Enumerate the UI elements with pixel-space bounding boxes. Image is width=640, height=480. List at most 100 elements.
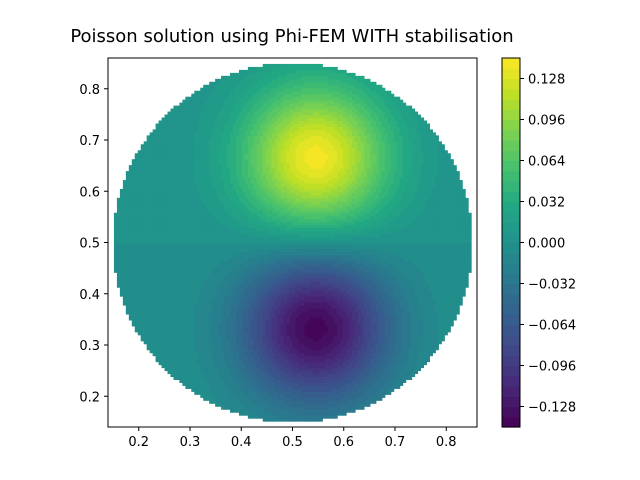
field-cell [277, 304, 282, 309]
field-cell [238, 334, 243, 339]
field-cell [140, 337, 145, 342]
field-cell [116, 284, 121, 288]
field-cell [441, 307, 445, 312]
field-cell [232, 319, 237, 324]
field-cell [128, 302, 133, 306]
field-cell [378, 340, 383, 345]
field-cell [197, 349, 201, 354]
field-cell [235, 349, 240, 354]
field-cell [218, 385, 222, 389]
field-cell [405, 319, 410, 324]
field-cell [456, 290, 460, 294]
field-cell [230, 310, 234, 315]
field-cell [340, 281, 344, 285]
field-cell [390, 263, 395, 267]
field-cell [349, 275, 353, 279]
field-cell [465, 272, 469, 276]
field-cell [340, 367, 344, 372]
field-cell [372, 296, 377, 300]
field-cell [349, 313, 353, 318]
field-cell [426, 269, 430, 273]
field-cell [328, 281, 332, 285]
field-cell [375, 358, 380, 363]
field-cell [209, 322, 213, 327]
field-cell [426, 349, 430, 354]
field-cell [450, 284, 454, 288]
field-cell [366, 334, 371, 339]
field-cell [143, 322, 148, 327]
field-cell [313, 415, 317, 419]
field-cell [399, 310, 404, 315]
field-cell [137, 325, 142, 330]
field-cell [387, 340, 392, 345]
field-cell [158, 287, 163, 291]
field-cell [346, 346, 350, 351]
field-cell [429, 299, 433, 303]
field-cell [230, 284, 234, 288]
field-cell [283, 352, 288, 357]
field-cell [369, 269, 374, 273]
field-cell [232, 304, 237, 309]
field-cell [399, 319, 404, 324]
field-cell [304, 391, 308, 395]
field-cell [304, 400, 308, 404]
field-cell [340, 275, 344, 279]
field-cell [206, 361, 210, 366]
field-cell [289, 361, 294, 366]
field-cell [343, 412, 347, 416]
field-cell [420, 293, 425, 297]
field-cell [399, 290, 404, 294]
field-cell [316, 367, 320, 372]
field-cell [313, 260, 317, 264]
field-cell [271, 397, 276, 401]
field-cell [310, 322, 314, 327]
field-cell [372, 278, 377, 282]
field-cell [393, 296, 398, 300]
field-cell [209, 397, 213, 401]
field-cell [235, 361, 240, 366]
field-cell [230, 290, 234, 294]
field-cell [274, 322, 279, 327]
field-cell [369, 310, 374, 315]
field-cell [152, 304, 157, 309]
field-cell [420, 340, 425, 345]
field-cell [360, 296, 365, 300]
field-cell [259, 400, 264, 404]
field-cell [411, 367, 416, 372]
field-cell [268, 296, 273, 300]
field-cell [414, 325, 419, 330]
field-cell [247, 278, 252, 282]
field-cell [250, 263, 255, 267]
field-cell [384, 391, 389, 395]
field-cell [375, 278, 380, 282]
field-cell [292, 307, 297, 312]
field-cell [414, 361, 419, 366]
field-cell [146, 334, 151, 339]
field-cell [360, 275, 365, 279]
field-cell [224, 287, 228, 291]
field-cell [256, 376, 261, 380]
field-cell [197, 310, 201, 315]
field-cell [325, 260, 329, 264]
field-cell [194, 281, 198, 285]
field-cell [396, 379, 401, 383]
field-cell [286, 406, 291, 410]
field-cell [357, 370, 362, 375]
field-cell [146, 313, 151, 318]
field-cell [387, 328, 392, 333]
field-cell [280, 296, 285, 300]
field-cell [182, 296, 186, 300]
field-cell [176, 361, 181, 366]
field-cell [241, 316, 246, 321]
field-cell [164, 260, 169, 264]
field-cell [301, 281, 306, 285]
field-cell [235, 281, 240, 285]
field-cell [227, 382, 231, 386]
field-cell [232, 263, 237, 267]
field-cell [414, 266, 419, 270]
field-cell [390, 358, 395, 363]
field-cell [182, 340, 186, 345]
field-cell [319, 340, 323, 345]
field-cell [337, 388, 341, 392]
field-cell [209, 376, 213, 380]
